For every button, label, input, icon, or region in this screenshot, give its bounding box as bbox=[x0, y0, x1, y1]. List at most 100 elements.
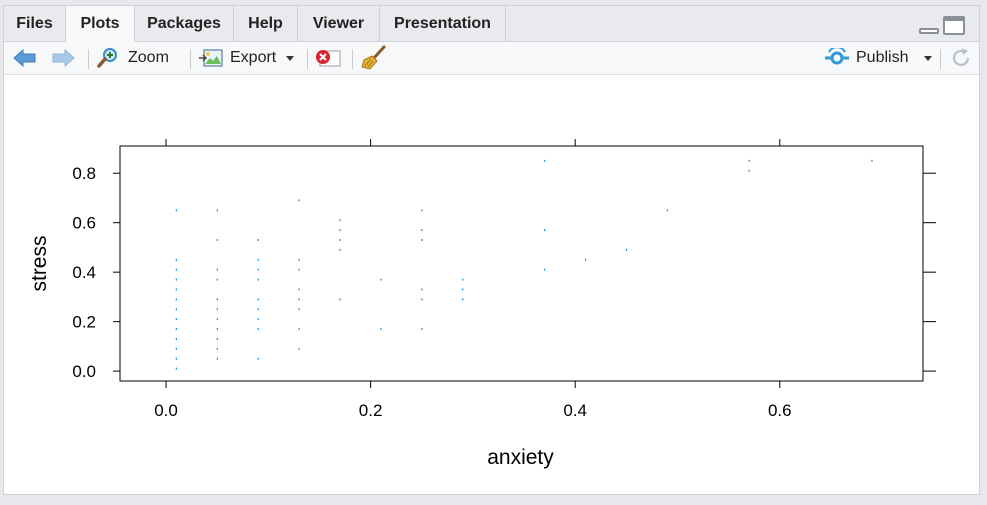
data-point bbox=[298, 328, 300, 331]
data-point bbox=[257, 278, 259, 281]
y-tick-label: 0.6 bbox=[72, 214, 96, 233]
data-point bbox=[216, 308, 218, 311]
data-point bbox=[175, 268, 177, 271]
data-point bbox=[257, 357, 259, 360]
data-point bbox=[544, 159, 546, 162]
x-tick-label: 0.2 bbox=[359, 401, 383, 420]
data-point bbox=[175, 288, 177, 291]
data-point bbox=[257, 308, 259, 311]
data-point bbox=[175, 328, 177, 331]
export-dropdown-caret-icon bbox=[286, 55, 295, 61]
tab-files[interactable]: Files bbox=[4, 6, 66, 42]
data-point bbox=[257, 298, 259, 301]
refresh-icon bbox=[952, 48, 970, 67]
magnifier-zoom-icon bbox=[97, 48, 117, 68]
previous-plot-button[interactable] bbox=[12, 46, 38, 70]
data-point bbox=[175, 318, 177, 321]
publish-label: Publish bbox=[856, 49, 909, 66]
clear-all-plots-button[interactable] bbox=[360, 45, 388, 70]
data-point bbox=[175, 298, 177, 301]
publish-button[interactable]: Publish bbox=[824, 46, 933, 70]
maximize-pane-icon[interactable] bbox=[943, 16, 965, 35]
data-point bbox=[175, 209, 177, 212]
data-point bbox=[175, 347, 177, 350]
data-point bbox=[257, 318, 259, 321]
data-point bbox=[216, 239, 218, 241]
data-point bbox=[748, 159, 750, 162]
data-point bbox=[175, 278, 177, 281]
zoom-label: Zoom bbox=[128, 49, 169, 66]
data-point bbox=[544, 268, 546, 271]
export-image-icon bbox=[199, 49, 223, 67]
next-plot-button[interactable] bbox=[50, 46, 76, 70]
toolbar-separator bbox=[190, 49, 191, 69]
data-point bbox=[298, 199, 300, 202]
data-point bbox=[257, 239, 259, 241]
data-point bbox=[462, 278, 464, 281]
export-button[interactable]: Export bbox=[198, 46, 295, 70]
y-tick-label: 0.4 bbox=[72, 263, 96, 282]
remove-plot-button[interactable] bbox=[314, 46, 342, 70]
data-point bbox=[421, 209, 423, 212]
toolbar-separator bbox=[352, 49, 353, 69]
scatter-plot: 0.0 0.2 0.4 0.6 0.0 0.2 0.4 0.6 0.8 anxiety stress bbox=[28, 139, 936, 469]
tab-plots[interactable]: Plots bbox=[66, 6, 135, 42]
x-axis-label: anxiety bbox=[487, 446, 554, 469]
data-point bbox=[175, 258, 177, 261]
data-point bbox=[257, 268, 259, 271]
data-point bbox=[216, 298, 218, 301]
plot-toolbar: Zoom Export bbox=[4, 42, 979, 75]
data-point bbox=[175, 367, 177, 370]
data-point bbox=[298, 308, 300, 311]
tab-help[interactable]: Help bbox=[234, 6, 298, 42]
toolbar-separator bbox=[940, 49, 941, 69]
zoom-button[interactable]: Zoom bbox=[96, 46, 169, 70]
y-tick-label: 0.2 bbox=[72, 313, 96, 332]
x-tick-label: 0.6 bbox=[768, 401, 792, 420]
toolbar-separator bbox=[307, 49, 308, 69]
data-point bbox=[339, 239, 341, 241]
x-tick-label: 0.4 bbox=[563, 401, 587, 420]
data-point bbox=[216, 328, 218, 331]
data-point bbox=[462, 288, 464, 291]
tab-viewer[interactable]: Viewer bbox=[298, 6, 380, 42]
plots-pane: Files Plots Packages Help Viewer Present… bbox=[3, 5, 980, 495]
data-point bbox=[544, 229, 546, 232]
data-point bbox=[871, 159, 873, 162]
data-point bbox=[175, 357, 177, 360]
back-arrow-icon bbox=[13, 48, 36, 68]
data-point bbox=[666, 209, 668, 212]
data-point bbox=[421, 328, 423, 331]
publish-icon bbox=[825, 48, 849, 65]
tab-packages[interactable]: Packages bbox=[135, 6, 234, 42]
refresh-plot-button[interactable] bbox=[949, 46, 973, 70]
minimize-pane-icon[interactable] bbox=[919, 28, 939, 34]
data-point bbox=[257, 258, 259, 261]
data-point bbox=[625, 248, 628, 251]
data-point bbox=[298, 298, 300, 301]
data-point bbox=[748, 169, 750, 172]
data-point bbox=[216, 347, 218, 350]
data-point bbox=[339, 298, 341, 301]
data-point bbox=[175, 308, 177, 311]
data-point bbox=[216, 337, 218, 340]
data-point bbox=[298, 288, 300, 291]
data-point bbox=[216, 268, 218, 271]
data-point bbox=[339, 248, 341, 251]
tab-bar: Files Plots Packages Help Viewer Present… bbox=[4, 6, 979, 42]
broom-icon bbox=[361, 45, 386, 70]
publish-dropdown-caret-icon bbox=[924, 55, 933, 61]
data-point bbox=[216, 278, 218, 281]
data-point bbox=[421, 288, 423, 291]
data-point bbox=[339, 219, 341, 222]
data-point bbox=[380, 278, 382, 281]
data-point bbox=[380, 328, 382, 331]
data-point bbox=[584, 258, 587, 261]
toolbar-separator bbox=[88, 49, 89, 69]
export-label: Export bbox=[230, 49, 277, 66]
tab-presentation[interactable]: Presentation bbox=[380, 6, 506, 42]
y-axis-label: stress bbox=[28, 235, 51, 291]
data-point bbox=[298, 268, 300, 271]
data-point bbox=[175, 337, 177, 340]
y-tick-label: 0.8 bbox=[72, 164, 96, 183]
